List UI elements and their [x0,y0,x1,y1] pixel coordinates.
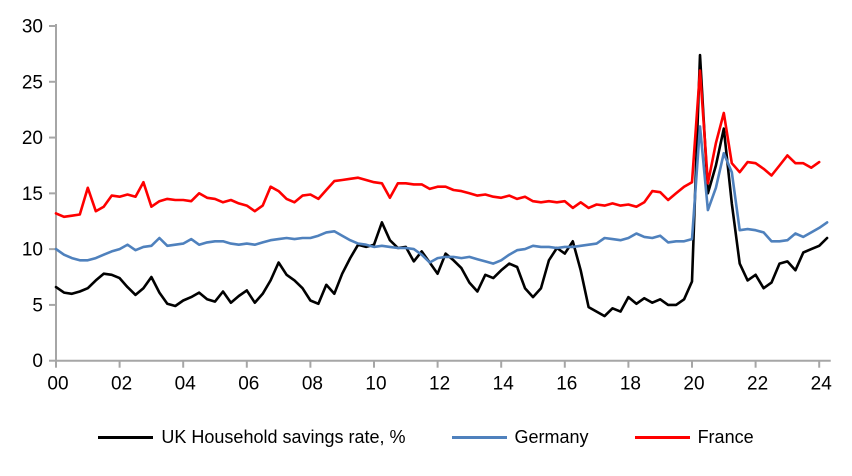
germany-line [54,125,829,265]
x-tick-label: 16 [556,374,577,395]
y-tick-label: 20 [22,128,43,149]
y-tick-label: 30 [22,17,43,38]
x-tick-label: 20 [683,374,704,395]
y-tick-label: 10 [22,240,43,261]
x-tick-label: 08 [302,374,323,395]
y-tick-label: 15 [22,184,43,205]
legend-item-germany: Germany [451,427,589,447]
x-tick-label: 02 [111,374,132,395]
plot-area: 0 5 10 15 20 25 30 00 02 04 06 08 10 12 14 16 18 20 22 24 [22,17,833,395]
x-tick-label: 12 [429,374,450,395]
x-tick-label: 04 [175,374,197,395]
legend-item-france: France [634,427,754,447]
x-tick-label: 10 [365,374,386,395]
y-tick-label: 25 [22,72,43,93]
legend-label-uk: UK Household savings rate, % [161,427,406,447]
legend-item-uk: UK Household savings rate, % [98,427,406,447]
x-tick-label: 00 [47,374,68,395]
x-tick-label: 22 [747,374,768,395]
germany-line-swatch [451,435,507,439]
uk-line-swatch [98,435,154,439]
france-line-swatch [634,435,690,439]
x-tick-label: 14 [493,374,515,395]
france-line [54,69,821,219]
legend-label-france: France [697,427,754,447]
y-tick-label: 0 [32,351,43,372]
legend-label-germany: Germany [514,427,589,447]
chart-legend: UK Household savings rate, % Germany Fra… [0,428,852,446]
x-tick-label: 18 [620,374,641,395]
x-tick-label: 06 [238,374,259,395]
x-tick-label: 24 [811,374,833,395]
y-tick-label: 5 [32,295,43,316]
